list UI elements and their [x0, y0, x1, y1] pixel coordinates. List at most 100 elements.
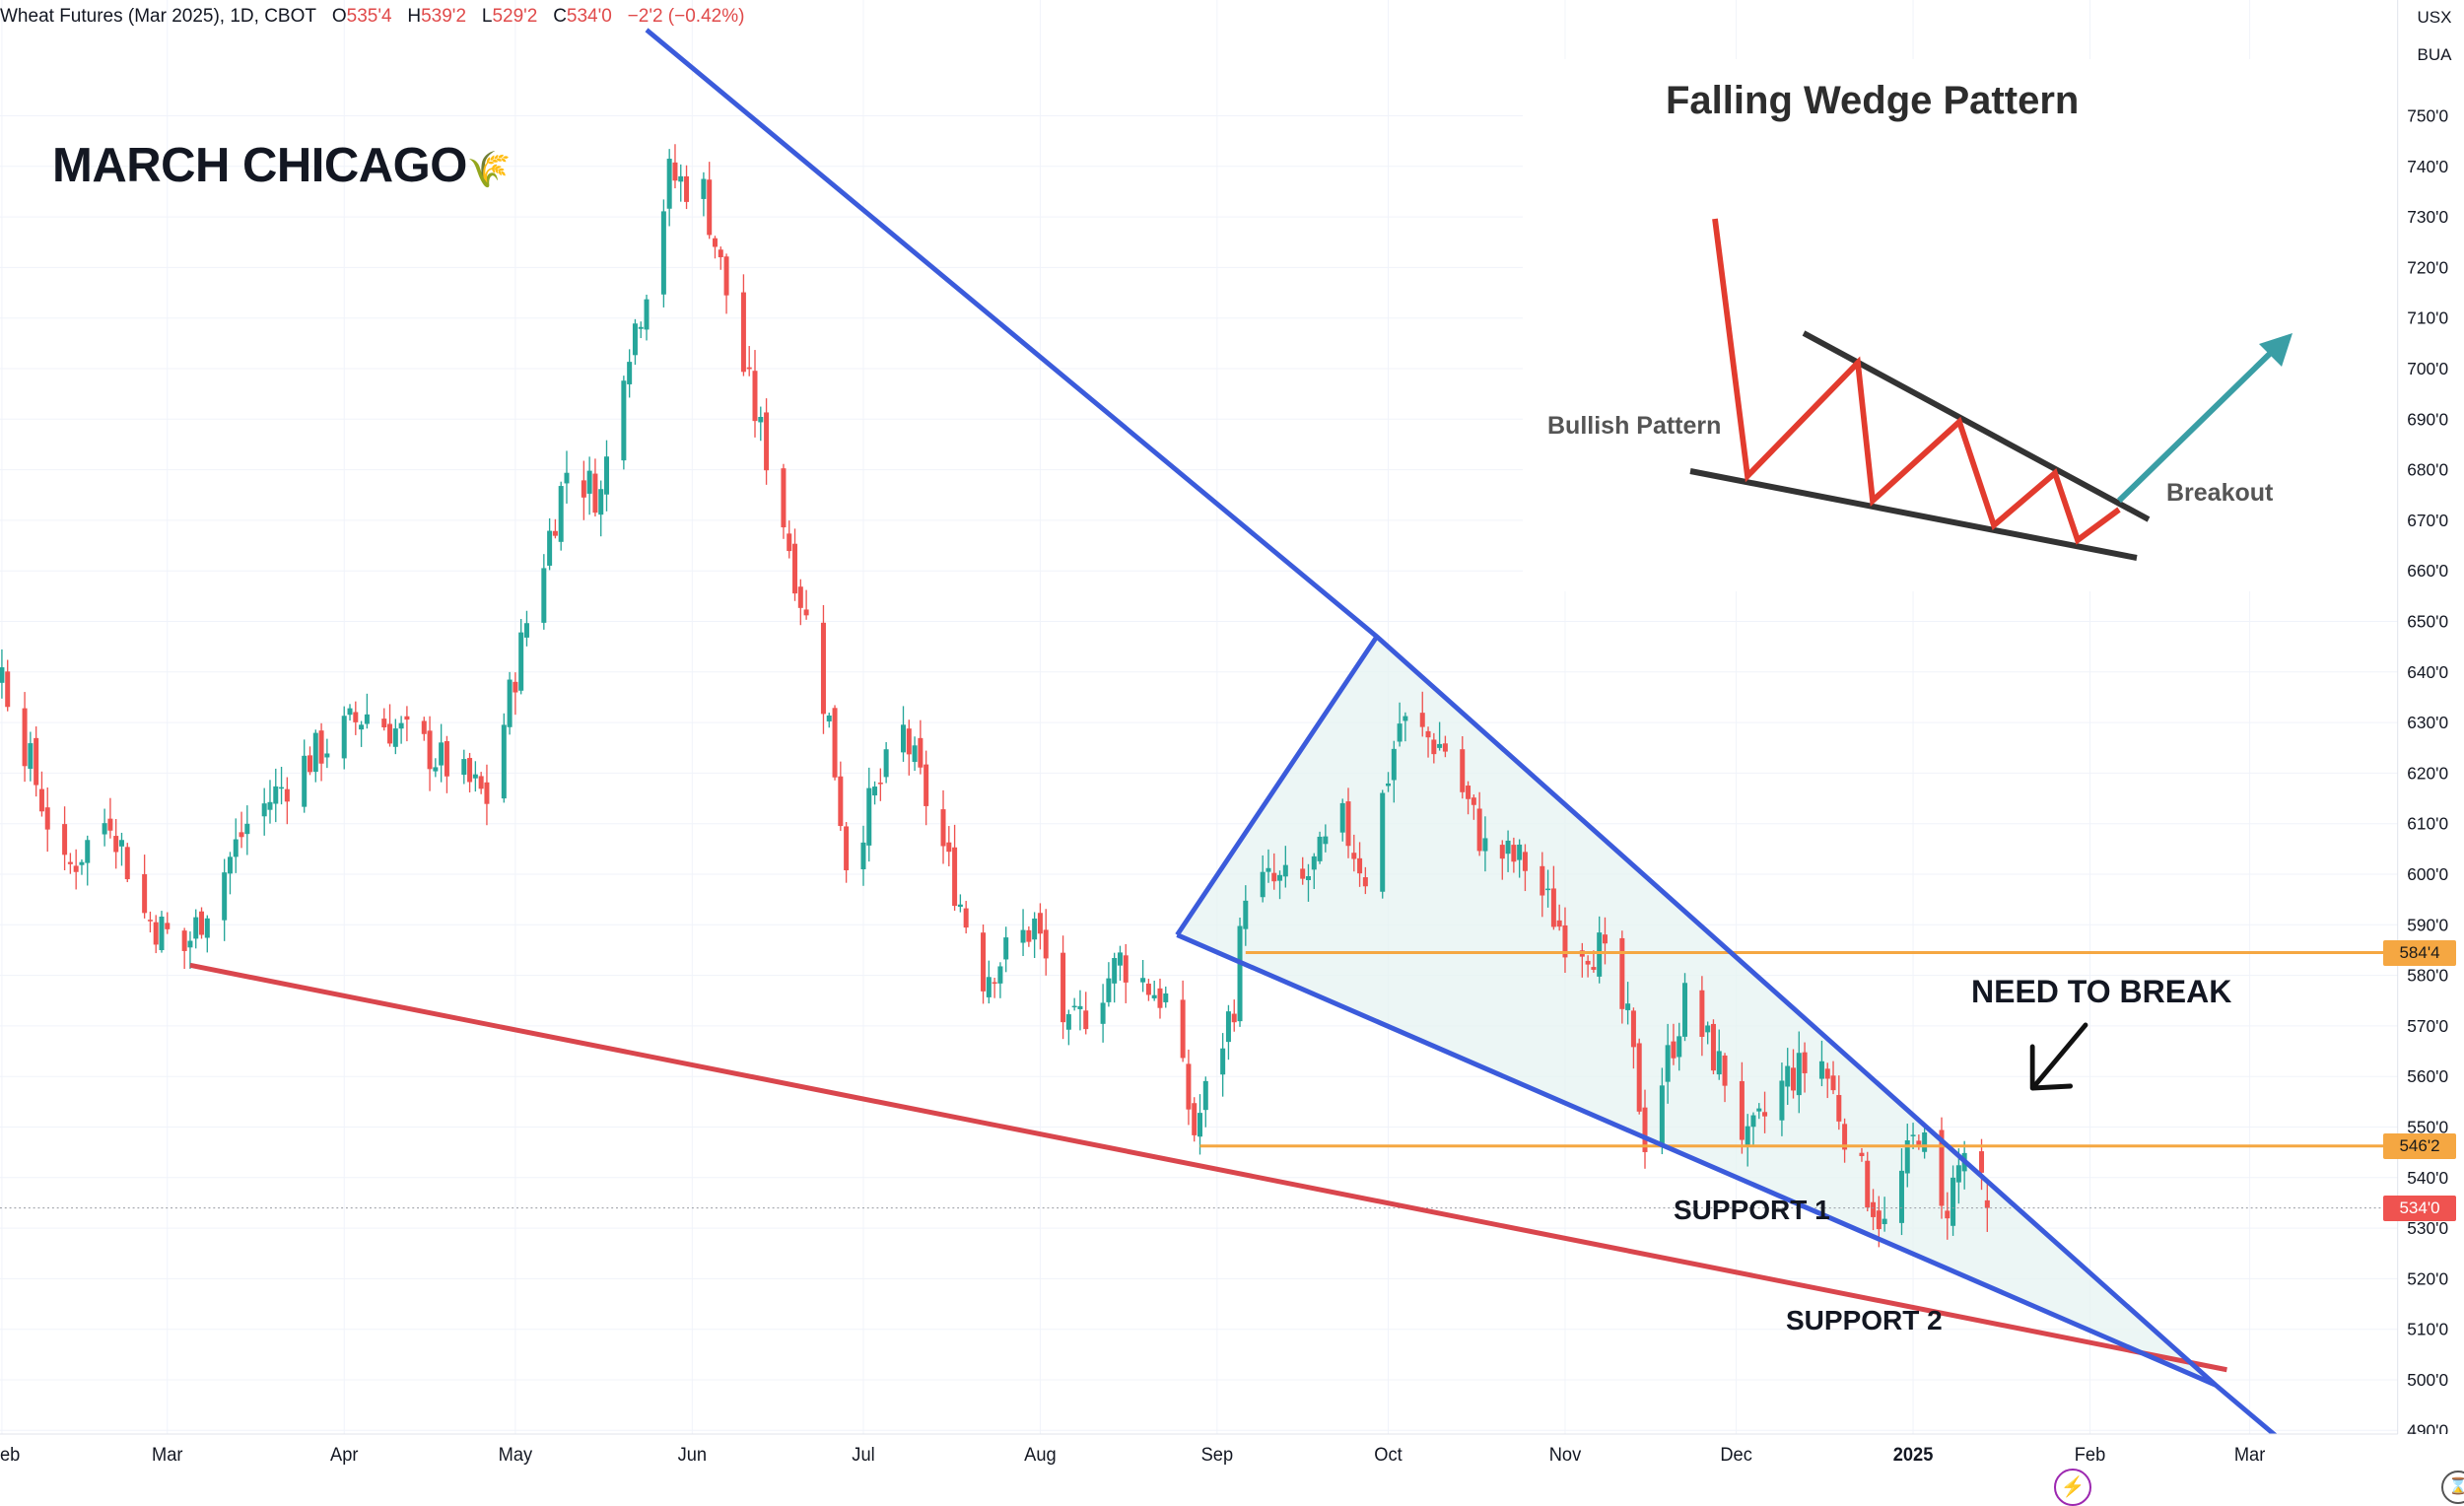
candle-body — [1482, 838, 1488, 852]
need-to-break-annotation: NEED TO BREAK — [1971, 974, 2232, 1009]
price-tick-label: 650'0 — [2407, 611, 2448, 631]
candle-body — [341, 716, 347, 759]
time-tick-label: Jun — [678, 1444, 707, 1465]
candle-body — [1945, 1210, 1951, 1219]
candle-body — [1317, 836, 1323, 861]
candle-body — [1362, 877, 1368, 887]
time-tick-label: May — [499, 1444, 533, 1465]
high-value: 539'2 — [421, 6, 467, 27]
candle-body — [102, 823, 107, 835]
inset-upper-line — [1802, 330, 2151, 522]
candle-body — [1642, 1107, 1648, 1152]
candle-body — [1830, 1075, 1836, 1091]
candle-body — [1043, 929, 1049, 959]
candle-body — [918, 737, 924, 768]
candle-body — [832, 708, 838, 778]
candle-body — [318, 730, 324, 764]
candle-body — [872, 787, 878, 796]
candle-body — [1305, 875, 1311, 880]
candle-body — [364, 714, 370, 724]
candle-body — [986, 977, 992, 997]
candle-body — [1636, 1043, 1642, 1112]
candle-body — [1722, 1055, 1728, 1086]
candle-body — [1750, 1115, 1756, 1128]
candle-body — [1100, 1002, 1106, 1024]
candle-body — [1157, 988, 1163, 1008]
price-tick-label: 550'0 — [2407, 1117, 2448, 1136]
candle-body — [627, 362, 633, 384]
candle-body — [1106, 978, 1112, 1002]
candle-body — [165, 923, 171, 929]
candle-body — [1037, 913, 1043, 934]
candlestick-series — [0, 144, 1990, 1248]
time-tick-label: Dec — [1720, 1444, 1751, 1465]
candle-body — [592, 473, 598, 513]
candle-body — [461, 759, 467, 776]
price-tick-label: 740'0 — [2407, 156, 2448, 175]
price-tick-label: 590'0 — [2407, 915, 2448, 934]
candle-body — [660, 211, 666, 295]
candle-body — [1266, 867, 1271, 872]
inset-price-zigzag — [1712, 218, 2121, 545]
hourglass-icon[interactable]: ⌛ — [2441, 1471, 2464, 1504]
candle-body — [1665, 1045, 1671, 1082]
low-value: 529'2 — [492, 6, 538, 27]
candle-body — [142, 873, 148, 914]
candle-body — [484, 782, 490, 804]
price-tick-label: 520'0 — [2407, 1268, 2448, 1288]
candle-body — [797, 586, 803, 608]
title-text: MARCH CHICAGO — [52, 139, 467, 192]
candle-body — [803, 609, 809, 616]
candle-body — [1876, 1210, 1882, 1230]
time-axis[interactable]: eb Mar Apr May Jun Jul Aug Sep Oct Nov Dec 2025 Feb M… — [0, 1433, 2464, 1478]
candle-body — [1032, 918, 1038, 940]
candle-body — [644, 299, 650, 330]
time-tick-label: Feb — [2075, 1444, 2105, 1465]
candle-body — [1260, 871, 1266, 898]
candle-body — [1300, 868, 1306, 879]
candle-body — [421, 720, 427, 734]
candle-body — [233, 839, 239, 857]
price-tick-label: 690'0 — [2407, 409, 2448, 429]
candle-body — [1026, 929, 1032, 942]
candle-body — [1345, 801, 1351, 847]
wedge-shaded-area — [1177, 636, 2216, 1386]
candle-body — [718, 249, 723, 258]
candle-body — [1922, 1132, 1928, 1152]
candle-body — [1061, 952, 1066, 1023]
candle-body — [1842, 1124, 1848, 1150]
candle-body — [1476, 808, 1482, 852]
candle-body — [586, 470, 592, 494]
candle-body — [1311, 856, 1317, 870]
candle-body — [1802, 1052, 1808, 1073]
candle-body — [513, 681, 518, 693]
lightning-icon[interactable]: ⚡ — [2054, 1469, 2091, 1506]
candle-body — [906, 728, 912, 755]
candle-body — [1705, 1025, 1711, 1033]
candle-body — [638, 326, 644, 329]
price-tick-label: 700'0 — [2407, 359, 2448, 378]
candle-body — [1391, 748, 1397, 781]
time-tick-label: Jul — [852, 1444, 874, 1465]
candle-body — [273, 786, 279, 804]
price-tick-label: 630'0 — [2407, 713, 2448, 732]
change-value: −2'2 (−0.42%) — [627, 6, 745, 27]
wheat-icon: 🌾 — [466, 149, 512, 189]
falling-wedge-inset-diagram — [1523, 59, 2455, 591]
candle-body — [193, 917, 199, 939]
candle-body — [912, 745, 918, 763]
contract-unit-button[interactable]: BUA — [2405, 39, 2464, 71]
candle-body — [1112, 958, 1118, 984]
candle-body — [1659, 1085, 1665, 1147]
price-tick-label: 640'0 — [2407, 661, 2448, 681]
price-axis[interactable]: 480'0490'0500'0510'0520'0530'0540'0550'0… — [2397, 0, 2464, 1478]
candle-body — [1511, 845, 1517, 862]
candle-body — [1630, 1010, 1636, 1048]
currency-unit-button[interactable]: USX — [2405, 2, 2464, 34]
candle-body — [147, 920, 153, 922]
candle-body — [153, 922, 159, 945]
wedge-left-edge — [1175, 635, 1379, 936]
open-label: O — [331, 6, 347, 27]
candle-body — [1083, 1010, 1089, 1030]
